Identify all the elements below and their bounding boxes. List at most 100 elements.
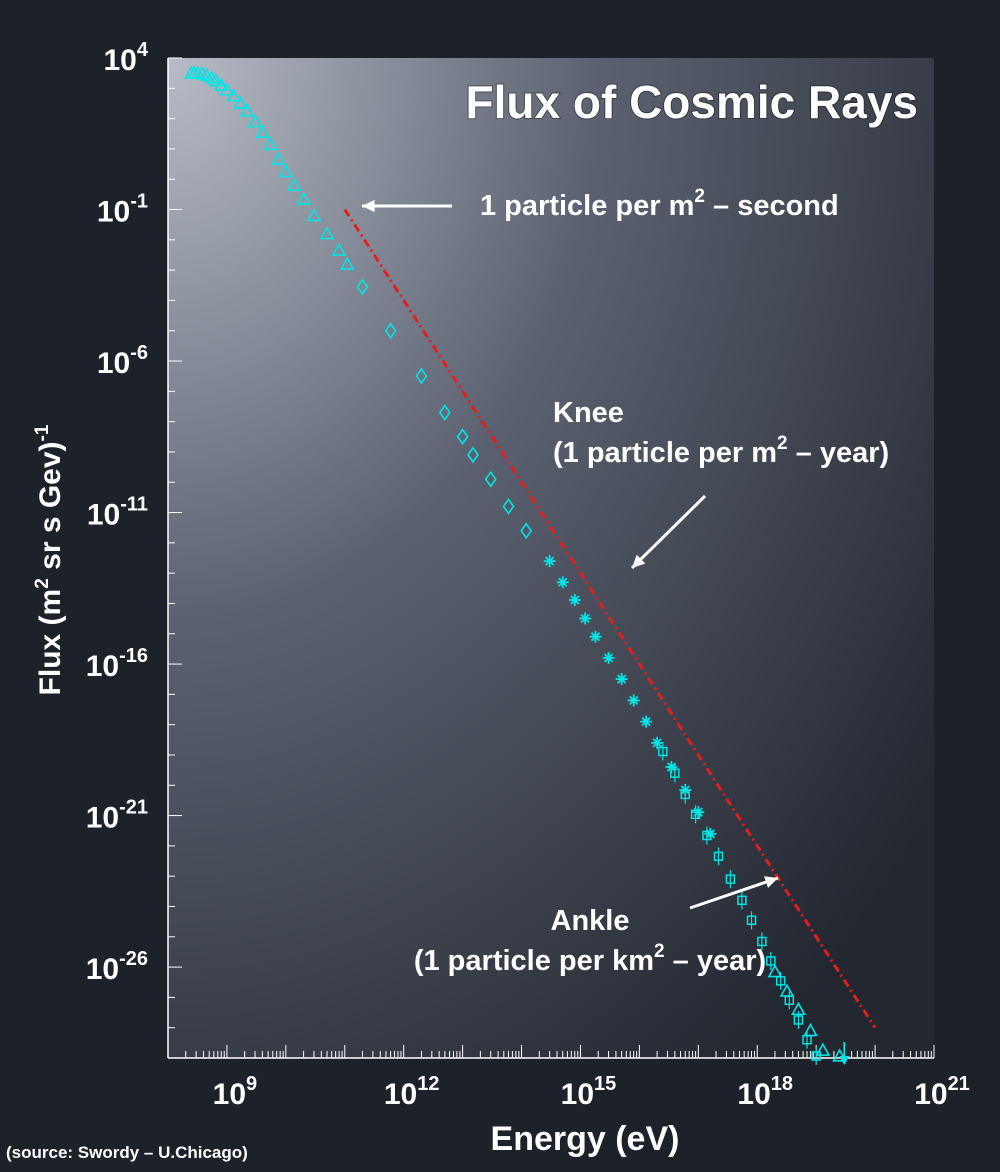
star-point	[651, 736, 664, 749]
triangle-point	[767, 964, 783, 978]
diamond-point	[484, 470, 497, 488]
y-tick-label-base: 10	[87, 499, 120, 532]
y-tick-label: 104	[104, 39, 149, 77]
triangle-point	[219, 82, 235, 96]
x-tick-label-base: 10	[737, 1078, 770, 1111]
diamond-point	[502, 497, 515, 515]
triangle-point	[791, 1001, 806, 1016]
y-tick-label-base: 10	[104, 44, 137, 77]
x-tick-label-exp: 18	[771, 1073, 793, 1095]
annotation-arrowhead	[632, 554, 646, 568]
y-tick-label-exp: -16	[119, 645, 148, 667]
y-tick-label: 10-16	[86, 645, 148, 683]
triangle-point	[263, 136, 278, 151]
star-point	[556, 576, 569, 589]
annotation-heading: Knee	[553, 397, 624, 429]
y-axis-label-main: Flux (m	[34, 589, 67, 696]
triangle-point	[331, 242, 347, 256]
x-tick-label-base: 10	[213, 1078, 246, 1111]
x-tick-label-exp: 21	[948, 1073, 970, 1095]
triangle-point	[339, 256, 355, 270]
triangle-point	[832, 1048, 847, 1062]
annotation-arrow	[689, 876, 779, 910]
y-tick-label-base: 10	[86, 802, 119, 835]
annotation-text-part: – year)	[788, 437, 890, 469]
triangle-point	[247, 114, 263, 128]
annotation-text-part: – year)	[665, 945, 767, 977]
star-point	[692, 806, 705, 819]
triangle-point	[296, 191, 311, 205]
star-point	[627, 694, 640, 707]
x-tick-label-base: 10	[914, 1078, 947, 1111]
triangle-point	[271, 151, 286, 166]
annotation-text-part: (1 particle per km	[414, 945, 654, 977]
x-axis-label: Energy (eV)	[491, 1120, 680, 1158]
power-law-fit	[343, 208, 877, 1029]
triangle-point	[287, 177, 302, 191]
annotation-text-sup: 2	[694, 186, 705, 207]
y-tick-label: 10-6	[97, 342, 148, 380]
star-point	[665, 761, 678, 774]
x-tick-label: 1018	[737, 1073, 793, 1111]
x-tick-label-base: 10	[561, 1078, 594, 1111]
star-point	[640, 715, 653, 728]
triangle-point	[233, 95, 248, 109]
x-tick-label-base: 10	[384, 1078, 417, 1111]
y-axis-label-sup2: -1	[32, 424, 53, 441]
y-tick-label-exp: -6	[130, 342, 148, 364]
y-tick-label-exp: -21	[119, 797, 148, 819]
diamond-point	[456, 428, 469, 446]
y-tick-label-exp: 4	[137, 39, 149, 61]
y-tick-label: 10-26	[86, 948, 148, 986]
annotation-arrow	[630, 494, 707, 570]
diamond-point	[467, 446, 479, 464]
triangle-point	[278, 163, 294, 178]
diamond-point	[438, 404, 451, 421]
y-tick-label-base: 10	[86, 953, 119, 986]
annotation-text: (1 particle per km2 – year)	[414, 941, 766, 977]
x-tick-label: 1021	[914, 1073, 970, 1111]
source-note: (source: Swordy – U.Chicago)	[6, 1143, 248, 1162]
y-tick-label-base: 10	[97, 347, 130, 380]
star-point	[579, 612, 592, 625]
annotation-text-part: – second	[705, 190, 839, 222]
chart-title: Flux of Cosmic Rays	[466, 76, 918, 128]
triangle-point	[213, 77, 229, 91]
y-tick-label-base: 10	[86, 650, 119, 683]
y-tick-label: 10-11	[87, 494, 148, 532]
x-tick-label-exp: 15	[594, 1073, 616, 1095]
triangle-point	[208, 73, 224, 87]
annotation-text-sup: 2	[654, 941, 665, 962]
diamond-point	[415, 367, 428, 385]
star-point	[602, 651, 615, 664]
triangle-point	[239, 103, 255, 117]
diamond-point	[520, 522, 533, 540]
y-axis-label-sup1: 2	[32, 578, 53, 589]
triangle-point	[779, 983, 795, 997]
annotation-text-sup: 2	[777, 433, 788, 454]
star-point	[589, 630, 602, 643]
y-tick-label: 10-1	[97, 191, 148, 229]
star-point	[543, 555, 556, 568]
x-tick-label-exp: 9	[246, 1073, 257, 1095]
fit-line	[343, 208, 877, 1029]
x-tick-label: 1015	[561, 1073, 617, 1111]
x-tick-label: 109	[213, 1073, 258, 1111]
x-tick-label-exp: 12	[417, 1073, 439, 1095]
annotation-text: (1 particle per m2 – year)	[553, 433, 889, 469]
upper-limit-arrow	[839, 1056, 850, 1065]
annotation-arrowhead	[362, 199, 375, 213]
y-tick-label-exp: -1	[130, 191, 148, 213]
annotation-arrowhead	[764, 876, 778, 888]
diamond-point	[384, 322, 397, 340]
annotation-text-part: 1 particle per m	[480, 190, 694, 222]
triangle-point	[226, 88, 241, 102]
triangle-point	[306, 207, 322, 222]
triangle-point	[815, 1042, 831, 1056]
data-points	[184, 65, 850, 1065]
y-tick-label-exp: -11	[120, 494, 148, 516]
y-tick-label: 10-21	[86, 797, 148, 835]
